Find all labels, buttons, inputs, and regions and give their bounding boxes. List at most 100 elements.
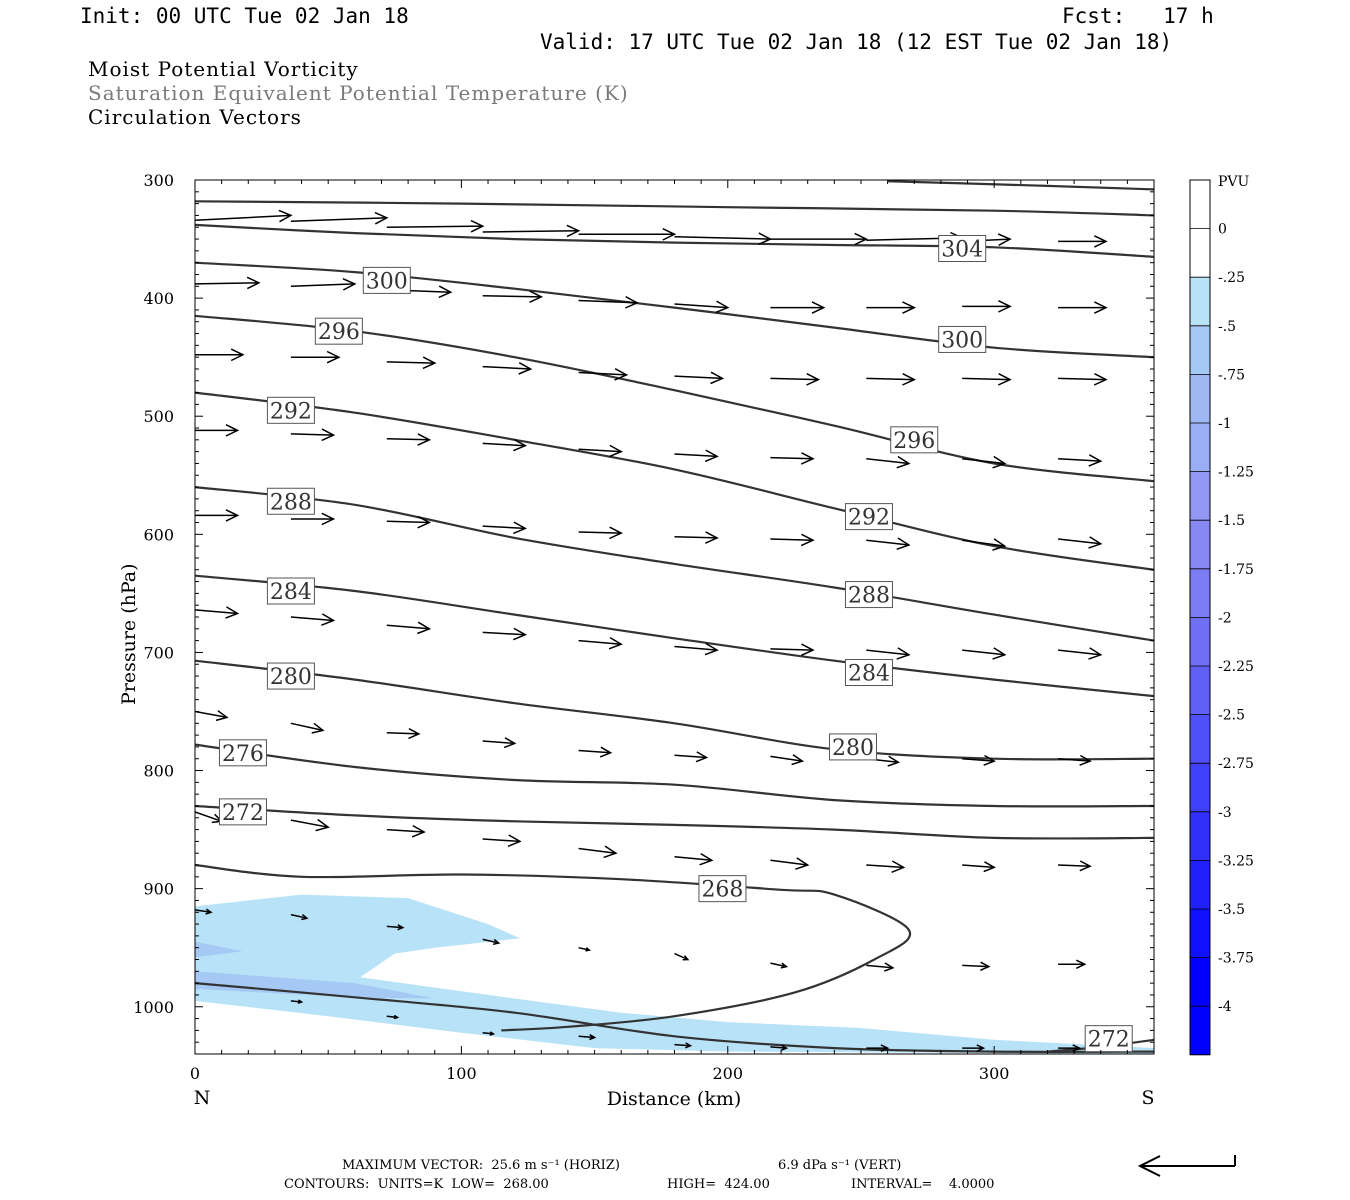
vector-head <box>518 362 533 375</box>
y-tick-label: 600 <box>143 525 174 544</box>
contour-label-268-0: 268 <box>701 878 743 903</box>
vector-head <box>997 373 1012 386</box>
circulation-vector <box>290 428 336 442</box>
y-tick-label: 800 <box>143 762 174 781</box>
contour-label-296-0: 296 <box>318 320 360 345</box>
pv-shade-1 <box>195 941 243 958</box>
contour-label-292-0: 292 <box>270 399 312 424</box>
vector-head <box>880 1044 890 1052</box>
circulation-vector <box>770 962 789 969</box>
circulation-vectors <box>195 209 1108 1052</box>
vector-shaft <box>674 453 718 458</box>
circulation-vector <box>482 938 501 946</box>
vector-shaft <box>674 375 723 380</box>
vector-head <box>997 233 1012 246</box>
vector-head <box>492 938 501 946</box>
vector-shaft <box>482 525 526 530</box>
vector-head <box>1075 959 1087 969</box>
vector-head <box>513 438 528 452</box>
vector-shaft <box>962 649 1005 656</box>
colorbar-swatch <box>1190 909 1210 958</box>
contour-label-280-0: 280 <box>270 665 312 690</box>
circulation-vector <box>386 433 432 446</box>
vector-head <box>662 228 677 241</box>
circulation-vector <box>962 961 991 971</box>
vector-shaft <box>290 217 387 223</box>
vector-head <box>883 962 895 972</box>
y-tick-label: 400 <box>143 289 174 308</box>
field-title-mpv: Moist Potential Vorticity <box>88 57 359 81</box>
circulation-vector <box>1058 373 1108 386</box>
vector-head <box>983 754 996 766</box>
vector-shaft <box>770 859 808 866</box>
vector-shaft <box>290 433 334 436</box>
circulation-vector <box>866 455 911 469</box>
contour-label-280-1-box <box>828 733 877 761</box>
field-title-thetaes: Saturation Equivalent Potential Temperat… <box>88 81 629 105</box>
vector-shaft <box>578 371 627 376</box>
colorbar-swatch <box>1190 763 1210 812</box>
vector-shaft <box>386 225 483 228</box>
circulation-vector <box>195 424 240 437</box>
vector-head <box>704 449 719 463</box>
colorbar-swatch <box>1190 423 1210 472</box>
circulation-vector <box>770 232 869 246</box>
circulation-vector <box>674 531 719 544</box>
x-tick-label: 300 <box>979 1064 1010 1083</box>
vector-shaft <box>386 520 430 524</box>
circulation-vector <box>674 852 714 866</box>
vector-shaft <box>578 299 638 304</box>
vector-head <box>1079 754 1092 766</box>
circulation-vector <box>1058 301 1108 314</box>
vector-head <box>326 350 341 364</box>
colorbar-label: -1.25 <box>1218 465 1254 481</box>
vector-shaft <box>770 1046 787 1049</box>
vector-head <box>992 455 1007 469</box>
vector-shaft <box>386 925 403 929</box>
circulation-vector <box>578 368 629 381</box>
vector-shaft <box>674 1043 691 1047</box>
vector-shaft <box>290 1000 302 1003</box>
colorbar-swatch <box>1190 860 1210 909</box>
vector-head <box>513 521 528 535</box>
vector-shaft <box>674 856 712 862</box>
axes: 300 400 500 600 700 800 900 1000 0 100 200 300 <box>133 171 1155 1083</box>
contour-label-272-0: 272 <box>222 801 264 826</box>
circulation-vector <box>866 647 911 660</box>
circulation-vector <box>482 1031 496 1036</box>
vector-shaft <box>866 964 893 969</box>
vector-head <box>315 818 330 832</box>
colorbar-swatch <box>1190 325 1210 375</box>
vector-head <box>780 1044 789 1051</box>
vector-head <box>896 537 911 551</box>
vector-head <box>503 737 517 749</box>
vector-head <box>417 621 432 635</box>
vector-shaft <box>482 740 515 745</box>
contour-label-292-1-box <box>844 503 893 531</box>
vector-head <box>800 643 815 657</box>
contour-280-2 <box>195 659 1154 761</box>
circulation-vector <box>962 861 996 873</box>
vector-shaft <box>386 1015 398 1019</box>
contour-label-280-0-box <box>266 662 315 690</box>
vector-shaft <box>482 294 542 298</box>
vector-head <box>278 209 293 223</box>
vector-head <box>507 834 522 847</box>
vector-shaft <box>195 214 291 221</box>
vector-head <box>205 908 213 915</box>
vector-head <box>896 455 911 469</box>
circulation-vector <box>1058 754 1092 766</box>
vector-shaft <box>578 531 622 534</box>
vector-head <box>297 999 304 1005</box>
y-tick-label: 500 <box>143 407 174 426</box>
vector-head <box>854 232 869 246</box>
colorbar-swatch <box>1190 374 1210 423</box>
contour-label-300-1: 300 <box>941 328 983 353</box>
colorbar-swatch <box>1190 617 1210 666</box>
vector-shaft <box>195 609 238 615</box>
circulation-vector <box>386 356 437 370</box>
circulation-vector <box>482 627 528 641</box>
vector-head <box>780 962 789 969</box>
contour-label-272-bottom-box <box>1084 1025 1133 1053</box>
circulation-vector <box>290 278 357 291</box>
